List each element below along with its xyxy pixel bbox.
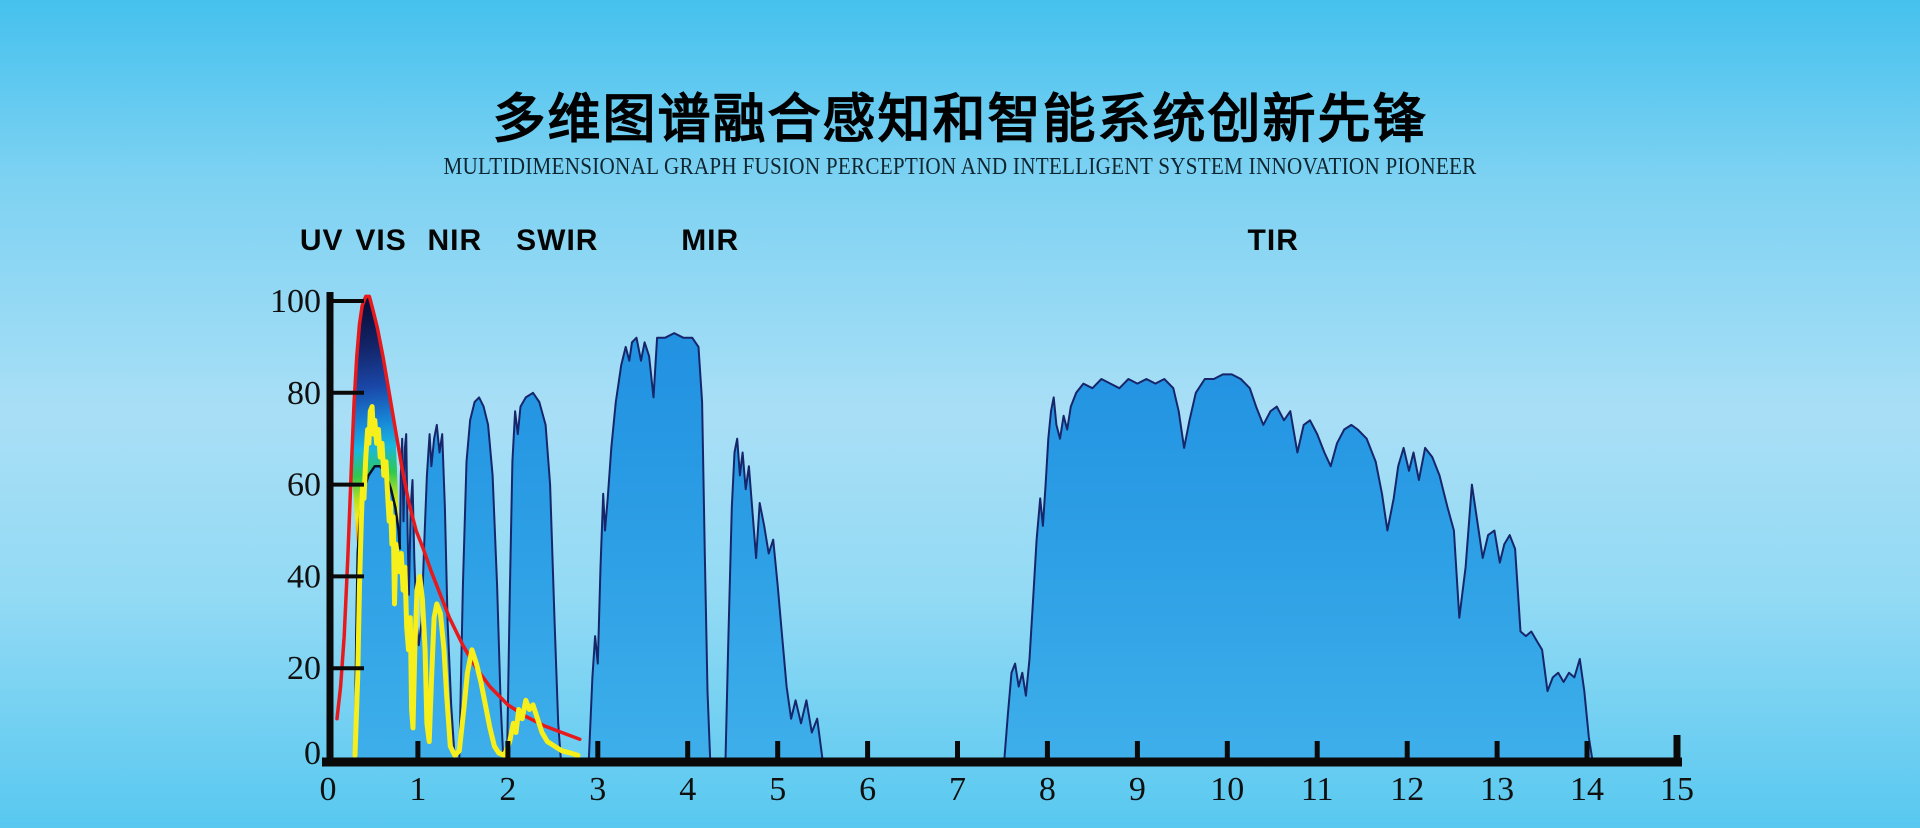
ground-solar-spectrum-curve: [352, 404, 581, 758]
y-tick-label: 0: [304, 735, 321, 772]
x-tick-label: 8: [1039, 771, 1056, 808]
band-label-nir: NIR: [427, 224, 482, 257]
x-tick-label: 13: [1480, 771, 1514, 808]
band-label-vis: VIS: [355, 224, 406, 257]
x-tick-label: 5: [769, 771, 786, 808]
band-label-swir: SWIR: [516, 224, 598, 257]
x-tick-label: 12: [1390, 771, 1424, 808]
solar-envelope-outline: [353, 464, 402, 761]
band-label-tir: TIR: [1248, 224, 1299, 257]
band-label-mir: MIR: [681, 224, 739, 257]
x-tick-label: 7: [949, 771, 966, 808]
x-tick-label: 9: [1129, 771, 1146, 808]
x-tick-label: 2: [499, 771, 516, 808]
y-tick-label: 40: [287, 558, 321, 595]
x-tick-label: 6: [859, 771, 876, 808]
x-tick-label: 14: [1570, 771, 1604, 808]
page-title: 多维图谱融合感知和智能系统创新先锋: [492, 89, 1428, 149]
x-tick-label: 10: [1210, 771, 1244, 808]
transmission-windows-area: [354, 332, 1594, 761]
x-tick-label: 4: [679, 771, 696, 808]
page-subtitle: MULTIDIMENSIONAL GRAPH FUSION PERCEPTION…: [443, 154, 1477, 180]
y-tick-label: 80: [287, 375, 321, 412]
y-tick-label: 100: [270, 283, 321, 320]
band-label-uv: UV: [300, 224, 344, 257]
solar-blackbody-curve: [335, 294, 582, 742]
x-tick-label: 15: [1660, 771, 1694, 808]
x-tick-label: 3: [589, 771, 606, 808]
y-tick-label: 60: [287, 467, 321, 504]
x-tick-label: 11: [1301, 771, 1334, 808]
y-tick-label: 20: [287, 650, 321, 687]
x-tick-label: 1: [409, 771, 426, 808]
x-tick-label: 0: [320, 771, 337, 808]
